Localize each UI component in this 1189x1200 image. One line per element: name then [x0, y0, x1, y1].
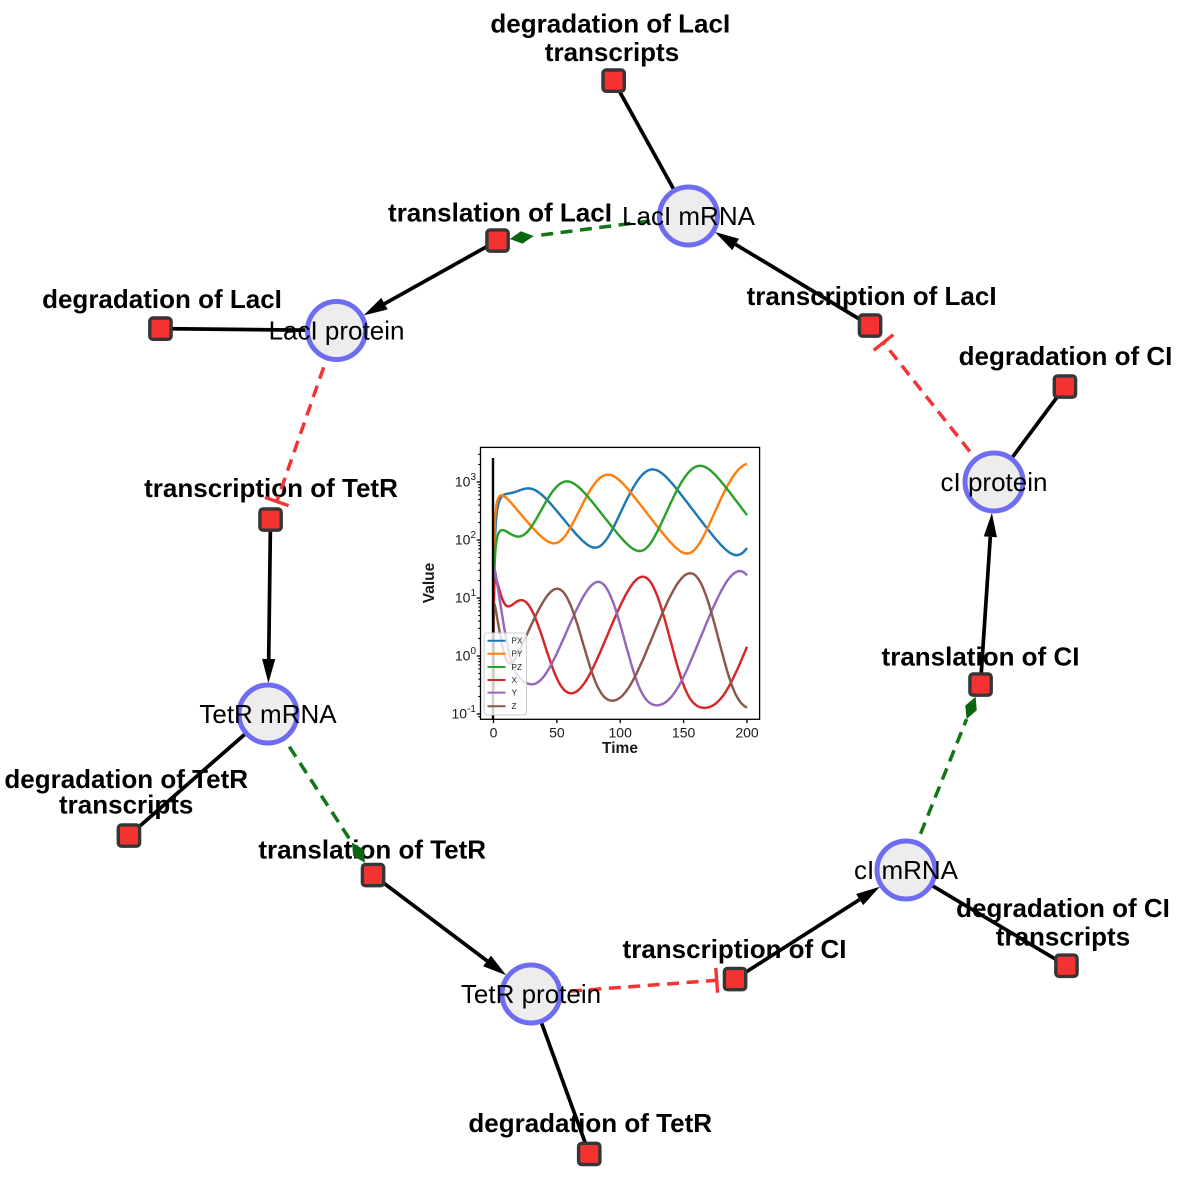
svg-text:PX: PX: [512, 637, 523, 646]
svg-text:degradation of LacI: degradation of LacI: [42, 284, 282, 314]
svg-text:degradation of TetR: degradation of TetR: [468, 1108, 712, 1138]
svg-text:transcription of CI: transcription of CI: [623, 934, 847, 964]
svg-text:Time: Time: [602, 740, 638, 757]
svg-text:degradation of CI: degradation of CI: [956, 893, 1170, 923]
svg-text:transcription of LacI: transcription of LacI: [747, 281, 997, 311]
svg-text:translation of LacI: translation of LacI: [388, 198, 612, 228]
svg-text:150: 150: [672, 725, 696, 741]
svg-text:Y: Y: [512, 688, 518, 697]
svg-text:degradation of CI: degradation of CI: [959, 341, 1173, 371]
svg-text:PY: PY: [512, 650, 523, 659]
svg-text:cI mRNA: cI mRNA: [854, 855, 959, 885]
svg-text:PZ: PZ: [512, 663, 522, 672]
svg-text:200: 200: [735, 725, 759, 741]
svg-text:100: 100: [609, 725, 633, 741]
svg-text:transcripts: transcripts: [59, 790, 193, 820]
svg-text:degradation of LacI: degradation of LacI: [490, 8, 730, 38]
svg-text:transcripts: transcripts: [545, 37, 679, 67]
svg-text:X: X: [512, 676, 518, 685]
svg-text:0: 0: [490, 725, 498, 741]
svg-text:50: 50: [549, 725, 565, 741]
svg-text:cI protein: cI protein: [941, 467, 1048, 497]
svg-text:Z: Z: [512, 702, 517, 711]
svg-text:TetR mRNA: TetR mRNA: [199, 699, 337, 729]
svg-text:LacI protein: LacI protein: [269, 316, 405, 346]
svg-text:translation of TetR: translation of TetR: [258, 835, 486, 865]
svg-text:TetR protein: TetR protein: [461, 979, 601, 1009]
svg-text:Value: Value: [421, 562, 438, 603]
svg-text:LacI mRNA: LacI mRNA: [622, 201, 756, 231]
